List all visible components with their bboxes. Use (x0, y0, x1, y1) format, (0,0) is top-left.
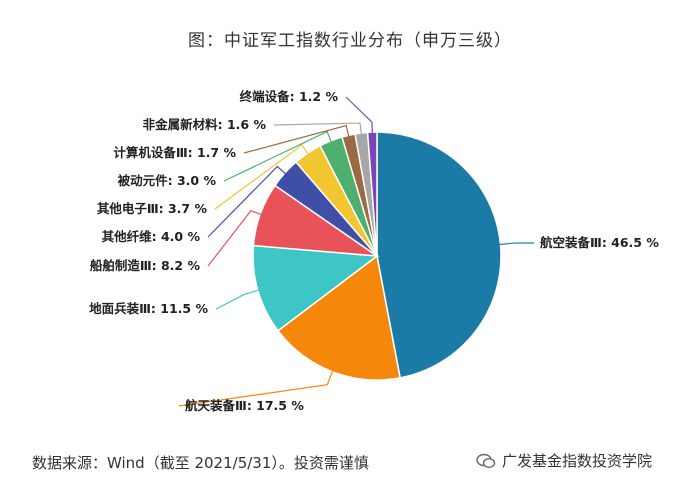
data-source-note: 数据来源：Wind（截至 2021/5/31）。投资需谨慎 (32, 454, 369, 472)
slice-label: 航空装备Ⅲ: 46.5 % (540, 235, 659, 250)
pie-slice (376, 131, 502, 379)
slice-label: 终端设备: 1.2 % (240, 89, 339, 104)
slice-label: 非金属新材料: 1.6 % (143, 117, 267, 132)
leader-line (215, 289, 260, 310)
chart-title: 图：中证军工指数行业分布（申万三级） (188, 31, 512, 51)
watermark-text: 广发基金指数投资学院 (502, 452, 653, 470)
leader-line (214, 144, 310, 210)
wechat-icon (476, 453, 496, 468)
slice-label: 航天装备Ⅲ: 17.5 % (185, 398, 304, 413)
slice-label: 其他纤维: 4.0 % (102, 229, 201, 244)
leader-line (207, 165, 287, 238)
slice-label: 其他电子Ⅲ: 3.7 % (97, 201, 208, 216)
slice-label: 计算机设备Ⅲ: 1.7 % (113, 145, 236, 160)
leader-line (273, 122, 363, 136)
leader-line (178, 369, 334, 407)
leader-line (207, 210, 263, 267)
leader-line (243, 124, 350, 154)
slice-label: 地面兵装Ⅲ: 11.5 % (89, 301, 208, 316)
slice-label: 被动元件: 3.0 % (118, 173, 217, 188)
watermark: 广发基金指数投资学院 (476, 450, 652, 471)
slice-label: 船舶制造Ⅲ: 8.2 % (90, 258, 201, 273)
leader-line (345, 96, 373, 135)
leader-line (223, 130, 333, 182)
leader-line (498, 242, 535, 246)
